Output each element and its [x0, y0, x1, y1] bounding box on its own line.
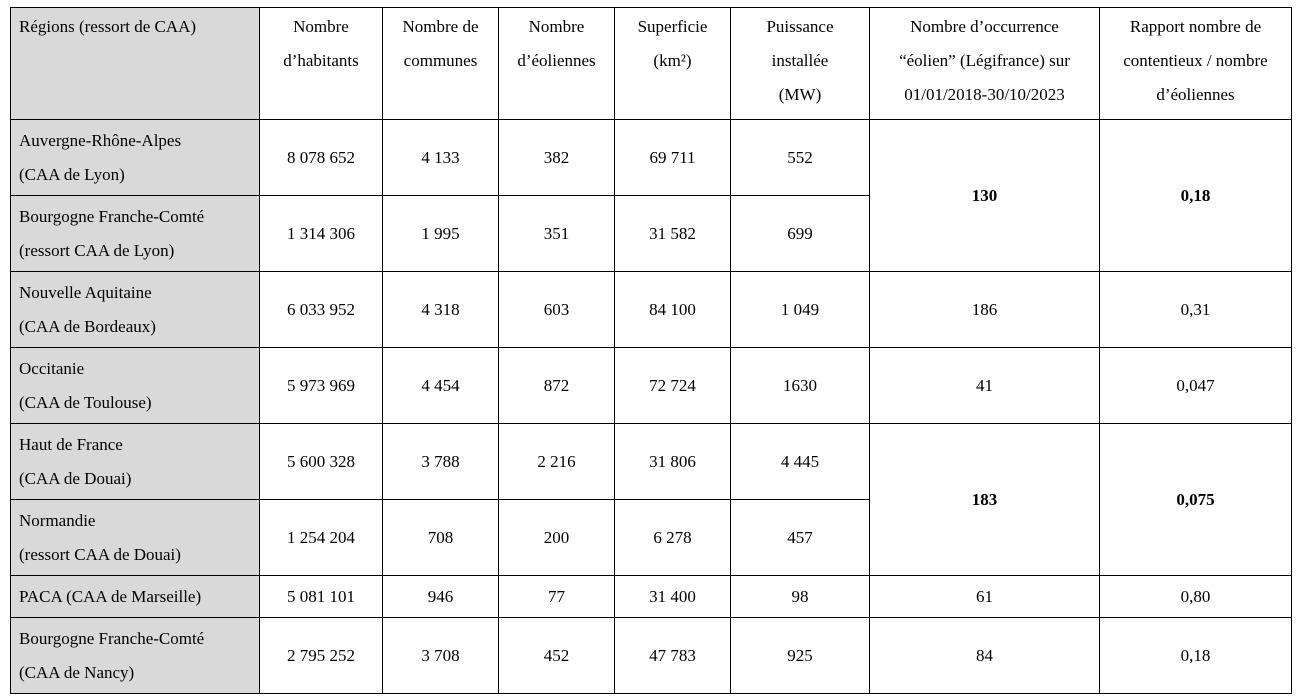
header-habitants: Nombre d’habitants — [259, 7, 383, 120]
habitants-cell: 5 600 328 — [259, 423, 383, 500]
superficie-cell: 84 100 — [614, 271, 731, 348]
table-row: PACA (CAA de Marseille) 5 081 101 946 77… — [10, 575, 1292, 618]
communes-cell: 4 133 — [382, 119, 499, 196]
region-cell: Bourgogne Franche-Comté (ressort CAA de … — [10, 195, 260, 272]
habitants-cell: 5 973 969 — [259, 347, 383, 424]
table-row: Nouvelle Aquitaine (CAA de Bordeaux) 6 0… — [10, 271, 1292, 348]
rapport-cell: 0,31 — [1099, 271, 1292, 348]
eoliennes-cell: 603 — [498, 271, 615, 348]
occurrences-cell: 41 — [869, 347, 1100, 424]
occurrences-cell: 183 — [869, 423, 1100, 576]
puissance-cell: 699 — [730, 195, 870, 272]
puissance-cell: 4 445 — [730, 423, 870, 500]
table-row: Normandie (ressort CAA de Douai) 1 254 2… — [10, 499, 1292, 576]
table-row: Haut de France (CAA de Douai) 5 600 328 … — [10, 423, 1292, 576]
wind-turbine-litigation-table: Régions (ressort de CAA) Nombre d’habita… — [10, 7, 1292, 694]
communes-cell: 4 454 — [382, 347, 499, 424]
table-row: Occitanie (CAA de Toulouse) 5 973 969 4 … — [10, 347, 1292, 424]
superficie-cell: 31 582 — [614, 195, 731, 272]
puissance-cell: 925 — [730, 617, 870, 694]
rapport-cell: 0,80 — [1099, 575, 1292, 618]
eoliennes-cell: 200 — [498, 499, 615, 576]
superficie-cell: 69 711 — [614, 119, 731, 196]
puissance-cell: 457 — [730, 499, 870, 576]
eoliennes-cell: 77 — [498, 575, 615, 618]
header-occurrences: Nombre d’occurrence “éolien” (Légifrance… — [869, 7, 1100, 120]
table-row: Bourgogne Franche-Comté (ressort CAA de … — [10, 195, 1292, 272]
header-row: Régions (ressort de CAA) Nombre d’habita… — [10, 7, 1292, 120]
habitants-cell: 1 314 306 — [259, 195, 383, 272]
region-cell: Bourgogne Franche-Comté (CAA de Nancy) — [10, 617, 260, 694]
table-row: Auvergne-Rhône-Alpes (CAA de Lyon) 8 078… — [10, 119, 1292, 272]
habitants-cell: 8 078 652 — [259, 119, 383, 196]
habitants-cell: 6 033 952 — [259, 271, 383, 348]
rapport-cell: 0,075 — [1099, 423, 1292, 576]
occurrences-cell: 130 — [869, 119, 1100, 272]
region-cell: Occitanie (CAA de Toulouse) — [10, 347, 260, 424]
habitants-cell: 5 081 101 — [259, 575, 383, 618]
communes-cell: 3 788 — [382, 423, 499, 500]
communes-cell: 1 995 — [382, 195, 499, 272]
rapport-cell: 0,047 — [1099, 347, 1292, 424]
region-cell: PACA (CAA de Marseille) — [10, 575, 260, 618]
communes-cell: 3 708 — [382, 617, 499, 694]
header-communes: Nombre de communes — [382, 7, 499, 120]
communes-cell: 946 — [382, 575, 499, 618]
eoliennes-cell: 2 216 — [498, 423, 615, 500]
header-eoliennes: Nombre d’éoliennes — [498, 7, 615, 120]
superficie-cell: 6 278 — [614, 499, 731, 576]
communes-cell: 4 318 — [382, 271, 499, 348]
habitants-cell: 2 795 252 — [259, 617, 383, 694]
rapport-cell: 0,18 — [1099, 119, 1292, 272]
region-cell: Normandie (ressort CAA de Douai) — [10, 499, 260, 576]
eoliennes-cell: 872 — [498, 347, 615, 424]
eoliennes-cell: 351 — [498, 195, 615, 272]
habitants-cell: 1 254 204 — [259, 499, 383, 576]
superficie-cell: 31 806 — [614, 423, 731, 500]
superficie-cell: 31 400 — [614, 575, 731, 618]
communes-cell: 708 — [382, 499, 499, 576]
rapport-cell: 0,18 — [1099, 617, 1292, 694]
header-regions: Régions (ressort de CAA) — [10, 7, 260, 120]
region-cell: Haut de France (CAA de Douai) — [10, 423, 260, 500]
header-superficie: Superficie (km²) — [614, 7, 731, 120]
occurrences-cell: 61 — [869, 575, 1100, 618]
eoliennes-cell: 452 — [498, 617, 615, 694]
puissance-cell: 552 — [730, 119, 870, 196]
header-puissance: Puissance installée (MW) — [730, 7, 870, 120]
puissance-cell: 1 049 — [730, 271, 870, 348]
eoliennes-cell: 382 — [498, 119, 615, 196]
puissance-cell: 98 — [730, 575, 870, 618]
occurrences-cell: 186 — [869, 271, 1100, 348]
superficie-cell: 47 783 — [614, 617, 731, 694]
header-rapport: Rapport nombre de contentieux / nombre d… — [1099, 7, 1292, 120]
puissance-cell: 1630 — [730, 347, 870, 424]
occurrences-cell: 84 — [869, 617, 1100, 694]
region-cell: Nouvelle Aquitaine (CAA de Bordeaux) — [10, 271, 260, 348]
superficie-cell: 72 724 — [614, 347, 731, 424]
table-row: Bourgogne Franche-Comté (CAA de Nancy) 2… — [10, 617, 1292, 694]
region-cell: Auvergne-Rhône-Alpes (CAA de Lyon) — [10, 119, 260, 196]
